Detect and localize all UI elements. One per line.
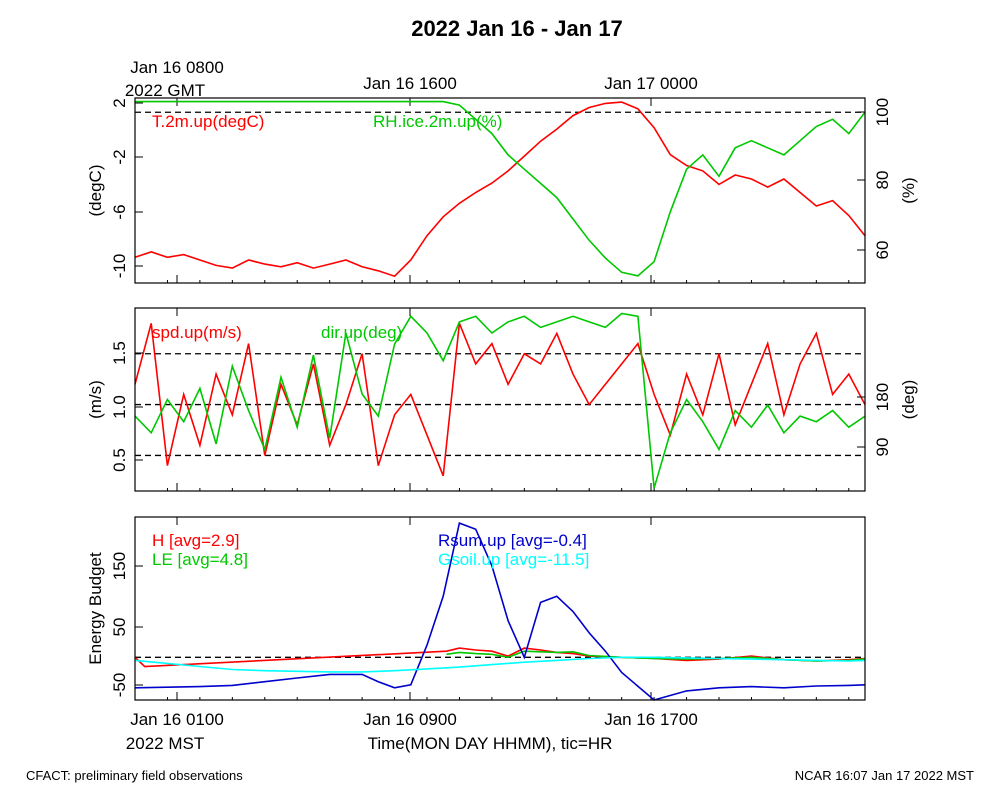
legend-label: spd.up(m/s) bbox=[152, 323, 242, 342]
footer-left: CFACT: preliminary field observations bbox=[26, 768, 243, 783]
series-line-rh-ice-2m-up- bbox=[135, 100, 866, 277]
legend-label: Gsoil.up [avg=-11.5] bbox=[438, 550, 589, 569]
panel-2: 1.5 1.0 0.5 (m/s) 180 90 (deg) spd.up(m/s) dir.u… bbox=[86, 307, 918, 492]
series-line-t-2m-up-degc- bbox=[134, 101, 866, 278]
y2-axis-label: (%) bbox=[899, 177, 918, 203]
panel-3: 150 50 -50 Energy Budget H [avg=2.9]LE [avg=… bbox=[86, 516, 866, 701]
series-line-gsoil-up bbox=[134, 656, 866, 673]
y2-tick-label: 60 bbox=[873, 241, 892, 260]
chart-title: 2022 Jan 16 - Jan 17 bbox=[411, 16, 623, 41]
footer-right: NCAR 16:07 Jan 17 2022 MST bbox=[794, 768, 974, 783]
legend-label: T.2m.up(degC) bbox=[152, 112, 264, 131]
bottom-tick-label-0-sub: 2022 MST bbox=[126, 734, 204, 753]
y2-axis-label: (deg) bbox=[899, 380, 918, 420]
series-line-dir-up-deg- bbox=[134, 312, 866, 489]
series-line-spd-up-m-s- bbox=[134, 323, 866, 477]
bottom-tick-label-0: Jan 16 0100 bbox=[130, 710, 224, 729]
legend-label: H [avg=2.9] bbox=[152, 531, 239, 550]
top-tick-label-2: Jan 17 0000 bbox=[604, 74, 698, 93]
x-axis-label: Time(MON DAY HHMM), tic=HR bbox=[368, 734, 613, 753]
y2-tick-label: 90 bbox=[873, 438, 892, 457]
y-tick-label: 0.5 bbox=[110, 448, 129, 472]
y-axis-label: (m/s) bbox=[86, 380, 105, 419]
plot-frame bbox=[134, 97, 866, 284]
legend-label: dir.up(deg) bbox=[321, 323, 402, 342]
y2-tick-label: 80 bbox=[873, 171, 892, 190]
y-tick-label: 2 bbox=[110, 98, 129, 107]
y-tick-label: 1.5 bbox=[110, 341, 129, 365]
top-tick-label-0: Jan 16 0800 bbox=[130, 58, 224, 77]
y-tick-label: -10 bbox=[110, 254, 129, 279]
y-axis-label: (degC) bbox=[86, 165, 105, 217]
legend-label: Rsum.up [avg=-0.4] bbox=[438, 531, 587, 550]
y2-tick-label: 180 bbox=[873, 383, 892, 411]
bottom-tick-label-2: Jan 16 1700 bbox=[604, 710, 698, 729]
y-tick-label: 150 bbox=[110, 552, 129, 580]
y-tick-label: 1.0 bbox=[110, 395, 129, 419]
y2-tick-label: 100 bbox=[873, 98, 892, 126]
legend-label: RH.ice.2m.up(%) bbox=[373, 112, 502, 131]
legend-label: LE [avg=4.8] bbox=[152, 550, 248, 569]
y-tick-label: -6 bbox=[110, 204, 129, 219]
plot-frame bbox=[134, 516, 866, 701]
y-tick-label: -50 bbox=[110, 673, 129, 698]
y-tick-label: -2 bbox=[110, 149, 129, 164]
plot-frame bbox=[134, 307, 866, 492]
panel-1: 2 -2 -6 -10 (degC) 100 80 60 (%) T.2m.up(degC) RH.… bbox=[86, 97, 918, 284]
bottom-tick-label-1: Jan 16 0900 bbox=[363, 710, 457, 729]
series-line-rsum-up bbox=[134, 522, 866, 701]
top-tick-label-1: Jan 16 1600 bbox=[363, 74, 457, 93]
y-axis-label: Energy Budget bbox=[86, 552, 105, 665]
y-tick-label: 50 bbox=[110, 618, 129, 637]
top-tick-label-0-sub: 2022 GMT bbox=[125, 81, 205, 100]
